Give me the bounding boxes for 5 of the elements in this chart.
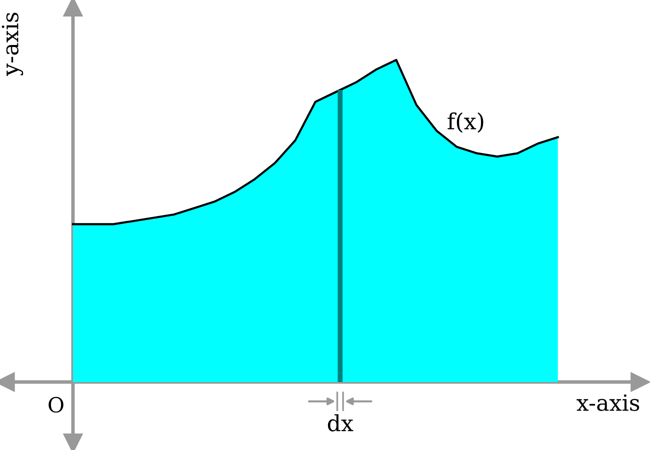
text: dx: [328, 414, 354, 432]
y-axis-title: y-axis: [2, 12, 24, 76]
series-label: f(x): [448, 112, 484, 133]
text: O: [48, 396, 64, 413]
x-axis-title: x-axis: [576, 394, 640, 412]
